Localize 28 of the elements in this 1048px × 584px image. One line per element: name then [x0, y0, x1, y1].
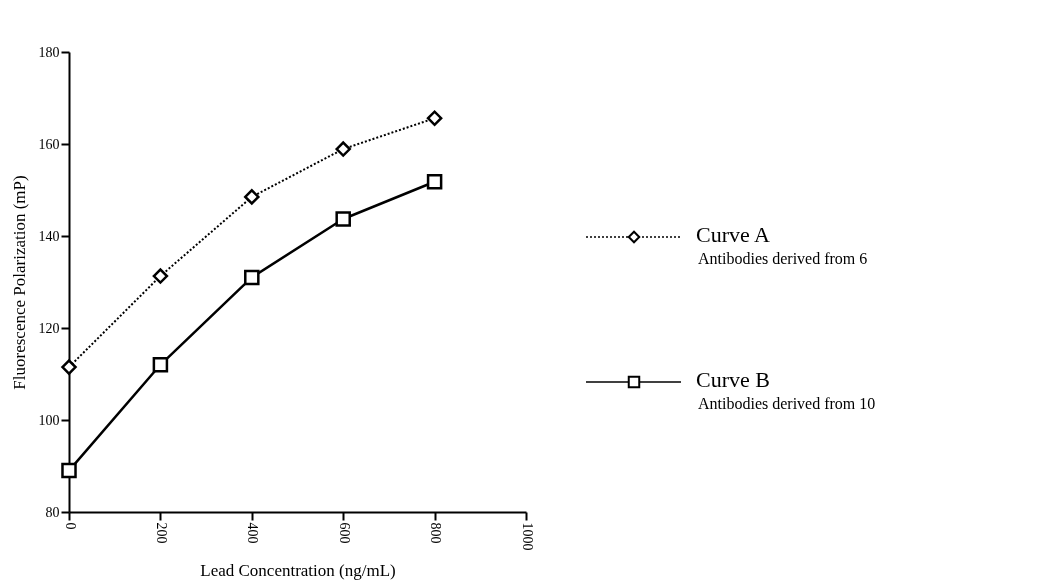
- point: [426, 173, 443, 190]
- x-tick-label: 0: [62, 522, 78, 530]
- point: [335, 211, 351, 227]
- x-tick-label: 1000: [519, 522, 535, 551]
- y-tick-label: 120: [38, 320, 60, 336]
- x-tick-label: 200: [153, 522, 169, 544]
- y-tick-label: 100: [38, 412, 60, 428]
- point: [152, 357, 169, 373]
- text: Antibodies derived from 6: [698, 250, 868, 267]
- point: [426, 110, 443, 127]
- point: [61, 359, 77, 375]
- point: [244, 269, 260, 286]
- x-tick-label: 400: [245, 522, 261, 544]
- legend-label: Curve B: [696, 367, 770, 392]
- point: [335, 141, 351, 157]
- text: Antibodies derived from 10: [698, 395, 876, 412]
- x-axis-title: Lead Concentration (ng/mL): [200, 560, 396, 580]
- point: [152, 268, 169, 284]
- y-axis-title: Fluorescence Polarization (mP): [9, 175, 29, 390]
- y-tick-label: 140: [38, 228, 60, 244]
- y-tick-label: 180: [38, 44, 60, 60]
- x-tick-label: 800: [428, 522, 444, 544]
- x-tick-label: 600: [336, 522, 352, 544]
- y-tick-label: 80: [45, 504, 60, 520]
- point: [244, 189, 260, 205]
- point: [61, 462, 77, 479]
- y-tick-label: 160: [38, 136, 60, 152]
- legend-label: Curve A: [696, 222, 771, 247]
